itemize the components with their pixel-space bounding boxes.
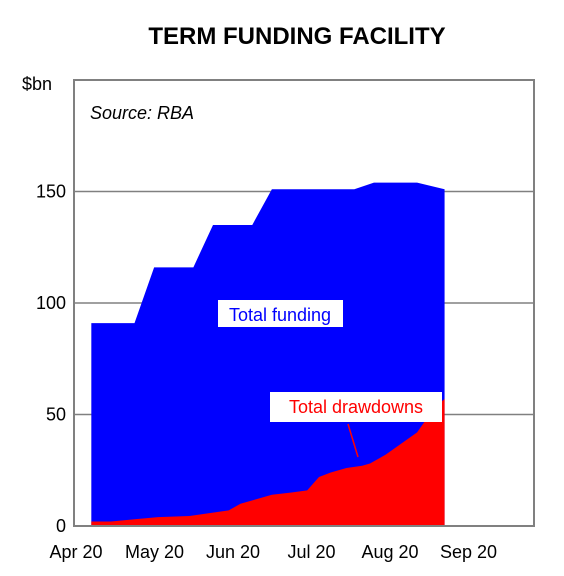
y-tick-label: 150 xyxy=(36,182,66,202)
y-axis-ticks: 0 50 100 150 xyxy=(36,182,66,537)
drawdowns-label: Total drawdowns xyxy=(289,397,423,417)
x-tick-label: Jun 20 xyxy=(206,542,260,562)
y-tick-label: 50 xyxy=(46,405,66,425)
chart-title: TERM FUNDING FACILITY xyxy=(148,23,445,50)
total-funding-area xyxy=(91,182,445,526)
y-tick-label: 0 xyxy=(56,516,66,536)
x-tick-label: Apr 20 xyxy=(49,542,102,562)
funding-label-box: Total funding xyxy=(218,300,343,327)
drawdowns-callout-line xyxy=(347,423,359,458)
y-tick-label: 100 xyxy=(36,293,66,313)
total-drawdowns-area xyxy=(91,398,445,526)
y-axis-unit-label: $bn xyxy=(22,74,52,94)
funding-label: Total funding xyxy=(229,305,331,325)
x-tick-label: Aug 20 xyxy=(361,542,418,562)
data-areas xyxy=(74,182,534,527)
x-tick-label: May 20 xyxy=(125,542,184,562)
source-annotation: Source: RBA xyxy=(90,103,194,123)
x-tick-label: Sep 20 xyxy=(440,542,497,562)
drawdowns-label-box: Total drawdowns xyxy=(270,392,442,422)
x-tick-label: Jul 20 xyxy=(287,542,335,562)
x-axis-ticks: Apr 20 May 20 Jun 20 Jul 20 Aug 20 Sep 20 xyxy=(49,542,497,562)
